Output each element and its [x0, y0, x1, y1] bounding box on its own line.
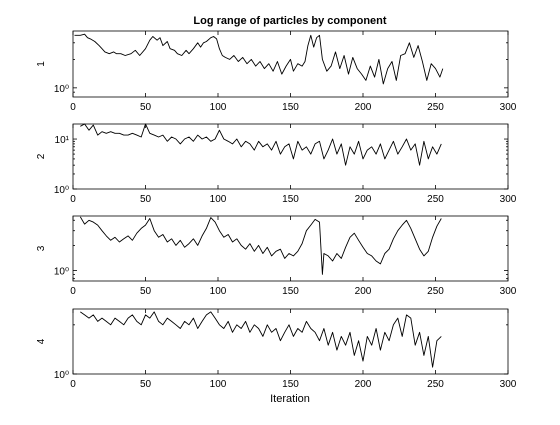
- y-axis-label-4: 4: [36, 338, 47, 344]
- x-tick-label: 250: [427, 102, 444, 113]
- x-axis-label: Iteration: [270, 393, 310, 405]
- x-tick-label: 150: [282, 286, 299, 297]
- x-tick-label: 150: [282, 379, 299, 390]
- plot-frame-4: [72, 308, 509, 375]
- x-tick-label: 200: [355, 379, 372, 390]
- series-line-4: [80, 311, 442, 368]
- series-line-1: [74, 33, 444, 85]
- x-tick-label: 200: [355, 194, 372, 205]
- y-tick-label: 10⁰: [54, 185, 69, 196]
- x-tick-label: 300: [500, 194, 517, 205]
- chart-title: Log range of particles by component: [193, 15, 386, 27]
- subplot-3: 0 50 100 150 200 250 300 10⁰ 3: [36, 215, 517, 297]
- x-tick-label: 200: [355, 102, 372, 113]
- y-tick-label: 10⁰: [54, 267, 69, 278]
- y-axis-label-1: 1: [36, 61, 47, 67]
- x-tick-label: 100: [210, 194, 227, 205]
- subplot-1: 0 50 100 150 200 250 300 10⁰ 1: [36, 30, 517, 113]
- x-tick-label: 50: [140, 194, 152, 205]
- x-tick-label: 100: [210, 286, 227, 297]
- x-tick-label: 300: [500, 102, 517, 113]
- series-line-3: [79, 216, 442, 275]
- y-axis-label-3: 3: [36, 245, 47, 251]
- x-tick-label: 100: [210, 102, 227, 113]
- x-tick-label: 50: [140, 379, 152, 390]
- x-tick-label: 200: [355, 286, 372, 297]
- series-line-2: [80, 123, 442, 166]
- subplot-2: 0 50 100 150 200 250 300 10⁰ 10¹ 2: [36, 123, 517, 205]
- subplot-4: 0 50 100 150 200 250 300 10⁰ 4: [36, 308, 517, 390]
- plot-frame-3: [72, 215, 509, 282]
- x-tick-label: 150: [282, 194, 299, 205]
- y-axis-label-2: 2: [36, 153, 47, 159]
- x-tick-label: 0: [70, 102, 76, 113]
- x-tick-label: 300: [500, 379, 517, 390]
- x-tick-label: 100: [210, 379, 227, 390]
- x-tick-label: 0: [70, 194, 76, 205]
- x-tick-label: 250: [427, 286, 444, 297]
- y-tick-label: 10⁰: [54, 84, 69, 95]
- y-tick-label: 10⁰: [54, 370, 69, 381]
- x-tick-label: 150: [282, 102, 299, 113]
- x-tick-label: 250: [427, 194, 444, 205]
- x-tick-label: 300: [500, 286, 517, 297]
- x-tick-label: 250: [427, 379, 444, 390]
- plot-frame-1: [72, 30, 509, 98]
- x-tick-label: 0: [70, 286, 76, 297]
- x-tick-label: 50: [140, 286, 152, 297]
- x-tick-label: 50: [140, 102, 152, 113]
- x-tick-label: 0: [70, 379, 76, 390]
- y-tick-label: 10¹: [55, 135, 70, 146]
- plot-frame-2: [72, 123, 509, 190]
